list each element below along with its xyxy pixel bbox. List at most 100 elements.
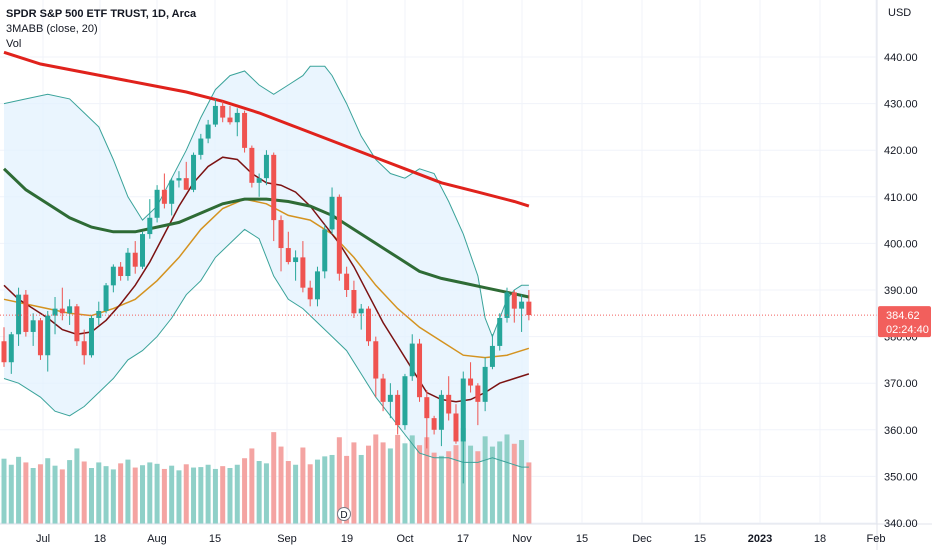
time-tick-label[interactable]: Feb bbox=[867, 533, 886, 545]
price-tick-label[interactable]: 350.00 bbox=[884, 471, 918, 483]
time-tick-label[interactable]: 15 bbox=[694, 533, 706, 545]
candle[interactable] bbox=[351, 280, 357, 318]
candle[interactable] bbox=[344, 266, 350, 297]
candle[interactable] bbox=[88, 315, 94, 358]
candle[interactable] bbox=[511, 290, 517, 323]
time-tick-label[interactable]: 19 bbox=[341, 533, 353, 545]
candle[interactable] bbox=[453, 404, 459, 444]
candle[interactable] bbox=[409, 334, 415, 381]
price-tick-label[interactable]: 430.00 bbox=[884, 99, 918, 111]
price-tick-label[interactable]: 360.00 bbox=[884, 425, 918, 437]
candle[interactable] bbox=[438, 390, 444, 447]
candle[interactable] bbox=[59, 287, 65, 321]
candle[interactable] bbox=[8, 331, 14, 374]
candle[interactable] bbox=[402, 373, 408, 430]
candle[interactable] bbox=[293, 250, 299, 281]
price-tick-label[interactable]: 440.00 bbox=[884, 52, 918, 64]
candle[interactable] bbox=[307, 280, 313, 307]
candle[interactable] bbox=[220, 101, 226, 123]
candle[interactable] bbox=[504, 287, 510, 323]
candle[interactable] bbox=[234, 108, 240, 137]
candle[interactable] bbox=[132, 241, 138, 274]
candle[interactable] bbox=[191, 152, 197, 193]
candle[interactable] bbox=[424, 390, 430, 449]
candle[interactable] bbox=[468, 362, 474, 393]
candle[interactable] bbox=[460, 371, 466, 484]
time-tick-label[interactable]: Oct bbox=[396, 533, 413, 545]
candle[interactable] bbox=[263, 150, 269, 186]
candle[interactable] bbox=[103, 283, 109, 314]
candle[interactable] bbox=[169, 178, 175, 216]
time-tick-label[interactable]: Sep bbox=[277, 533, 297, 545]
candle[interactable] bbox=[380, 373, 386, 412]
candle[interactable] bbox=[242, 110, 248, 153]
candle[interactable] bbox=[147, 199, 153, 239]
candle[interactable] bbox=[336, 194, 342, 281]
time-tick-label[interactable]: 18 bbox=[94, 533, 106, 545]
candle[interactable] bbox=[314, 266, 320, 307]
time-tick-label[interactable]: 17 bbox=[457, 533, 469, 545]
price-tick-label[interactable]: 370.00 bbox=[884, 378, 918, 390]
time-tick-label[interactable]: Aug bbox=[147, 533, 167, 545]
candle[interactable] bbox=[358, 303, 364, 330]
candle[interactable] bbox=[489, 334, 495, 370]
candle[interactable] bbox=[446, 376, 452, 421]
candle[interactable] bbox=[431, 415, 437, 435]
candle[interactable] bbox=[45, 310, 51, 372]
candle[interactable] bbox=[81, 329, 87, 365]
time-tick-label[interactable]: Dec bbox=[632, 533, 652, 545]
candle[interactable] bbox=[67, 299, 73, 325]
time-tick-label[interactable]: Jul bbox=[36, 533, 50, 545]
candle[interactable] bbox=[37, 317, 43, 360]
price-scale-currency[interactable]: USD bbox=[888, 7, 911, 19]
candle[interactable] bbox=[417, 338, 423, 402]
time-tick-label[interactable]: 15 bbox=[576, 533, 588, 545]
candle[interactable] bbox=[212, 98, 218, 127]
price-tick-label[interactable]: 390.00 bbox=[884, 285, 918, 297]
candle[interactable] bbox=[118, 262, 124, 281]
time-tick-label[interactable]: 15 bbox=[209, 533, 221, 545]
candle[interactable] bbox=[519, 294, 525, 332]
candle[interactable] bbox=[300, 241, 306, 293]
candle[interactable] bbox=[497, 313, 503, 351]
candle[interactable] bbox=[278, 215, 284, 272]
price-tick-label[interactable]: 340.00 bbox=[884, 518, 918, 530]
candle[interactable] bbox=[395, 390, 401, 435]
symbol-title[interactable]: SPDR S&P 500 ETF TRUST, 1D, Arca bbox=[6, 8, 197, 20]
candle[interactable] bbox=[161, 173, 167, 209]
candle[interactable] bbox=[154, 185, 160, 223]
candle[interactable] bbox=[16, 287, 22, 346]
volume-label[interactable]: Vol bbox=[6, 38, 22, 50]
candle[interactable] bbox=[475, 383, 481, 426]
candle[interactable] bbox=[140, 231, 146, 270]
candle[interactable] bbox=[373, 336, 379, 398]
candle[interactable] bbox=[110, 264, 116, 293]
price-tick-label[interactable]: 400.00 bbox=[884, 238, 918, 250]
candle[interactable] bbox=[23, 290, 29, 337]
candle[interactable] bbox=[74, 303, 80, 346]
price-tick-label[interactable]: 420.00 bbox=[884, 145, 918, 157]
time-tick-label[interactable]: 2023 bbox=[748, 533, 772, 545]
candle[interactable] bbox=[482, 357, 488, 412]
candle[interactable] bbox=[271, 152, 277, 242]
time-tick-label[interactable]: 18 bbox=[814, 533, 826, 545]
candle[interactable] bbox=[205, 119, 211, 144]
dividend-marker[interactable]: D bbox=[337, 507, 351, 522]
candle[interactable] bbox=[256, 173, 262, 197]
candle[interactable] bbox=[1, 327, 7, 367]
candle[interactable] bbox=[387, 383, 393, 419]
candle[interactable] bbox=[322, 224, 328, 279]
indicator-label[interactable]: 3MABB (close, 20) bbox=[6, 23, 98, 35]
candle[interactable] bbox=[96, 301, 102, 325]
candle[interactable] bbox=[285, 231, 291, 265]
candle[interactable] bbox=[198, 133, 204, 160]
time-tick-label[interactable]: Nov bbox=[512, 533, 532, 545]
price-tick-label[interactable]: 410.00 bbox=[884, 192, 918, 204]
candle[interactable] bbox=[227, 105, 233, 125]
candle[interactable] bbox=[249, 145, 255, 188]
candle[interactable] bbox=[52, 296, 58, 335]
candle[interactable] bbox=[30, 313, 36, 346]
candle[interactable] bbox=[176, 171, 182, 188]
